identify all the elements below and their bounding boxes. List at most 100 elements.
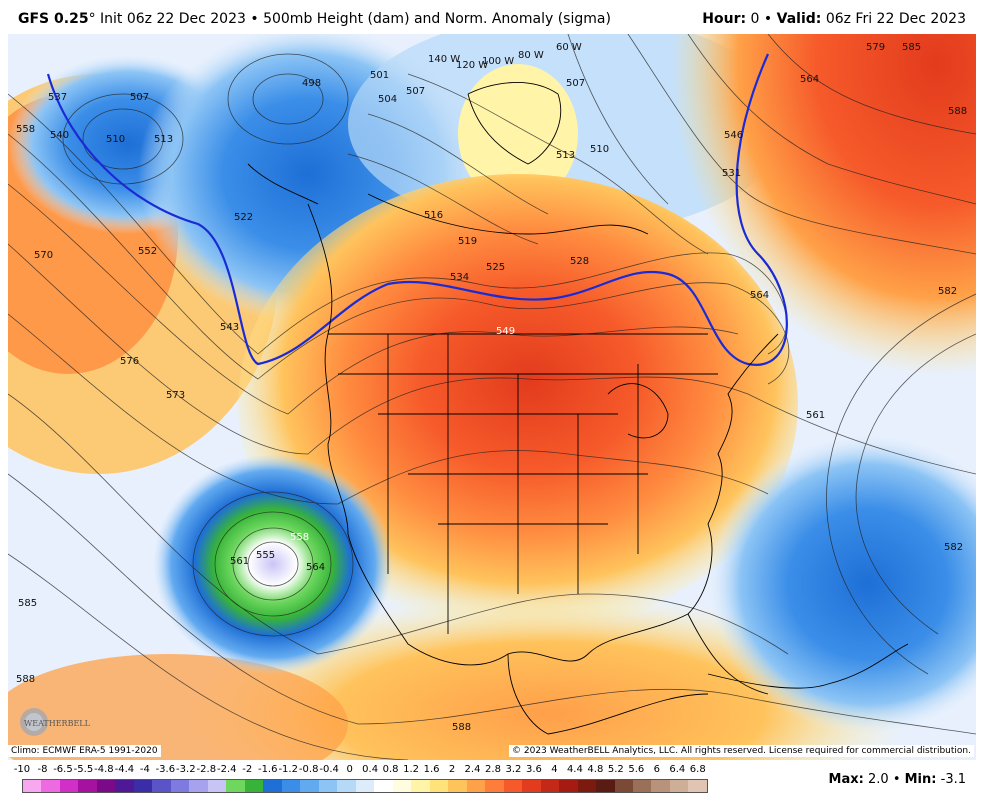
legend-tick-label: 1.6 — [423, 764, 440, 775]
legend-tick-label: 2.4 — [464, 764, 481, 775]
legend-tick-label: -8 — [37, 764, 48, 775]
legend-tick-label: -0.4 — [319, 764, 339, 775]
legend-tick-label: 0.8 — [382, 764, 399, 775]
legend-tick-label: -5.5 — [73, 764, 94, 775]
legend-tick-label: -4 — [139, 764, 150, 775]
climo-note: Climo: ECMWF ERA-5 1991-2020 — [8, 745, 161, 757]
legend-tick-label: 6.4 — [669, 764, 686, 775]
legend-swatch — [207, 780, 227, 792]
legend-bar — [22, 779, 708, 793]
legend-swatch — [300, 780, 319, 792]
map-label: 549 — [496, 326, 515, 337]
legend-swatch — [596, 780, 615, 792]
legend-tick-label: -6.5 — [53, 764, 73, 775]
legend-swatch — [355, 780, 375, 792]
map-label: 585 — [18, 598, 37, 609]
map-label: 582 — [944, 542, 963, 553]
valid-label: Valid: — [776, 11, 822, 27]
map-label: 80 W — [518, 50, 544, 61]
legend-swatch — [170, 780, 190, 792]
bullet-2: • — [763, 11, 773, 27]
map-label: 507 — [130, 92, 149, 103]
legend-swatch — [281, 780, 301, 792]
legend-swatch — [318, 780, 338, 792]
legend-tick-label: 3.2 — [505, 764, 522, 775]
legend-tick-label: 5.6 — [628, 764, 645, 775]
bullet-1: • — [250, 11, 259, 27]
map-label: 555 — [256, 550, 275, 561]
legend-swatch — [189, 780, 208, 792]
legend-tick-label: 1.2 — [403, 764, 420, 775]
legend-tick-label: -3.2 — [176, 764, 196, 775]
legend-tick-label: 4 — [551, 764, 558, 775]
map-label: 564 — [306, 562, 325, 573]
california-cutoff-low — [153, 454, 393, 674]
legend-swatch — [78, 780, 97, 792]
map-label: 588 — [16, 674, 35, 685]
hour-label: Hour: — [702, 11, 747, 27]
map-label: 522 — [234, 212, 253, 223]
map-label: 120 W — [456, 60, 488, 71]
legend-swatch — [152, 780, 171, 792]
map-label: 140 W — [428, 54, 460, 65]
anomaly-line — [46, 53, 788, 366]
map-label: 561 — [806, 410, 825, 421]
legend-swatch — [429, 780, 449, 792]
bullet-3: • — [892, 772, 901, 787]
max-label: Max: — [828, 772, 864, 787]
legend-tick-label: 0.4 — [362, 764, 379, 775]
map-label: 573 — [166, 390, 185, 401]
legend-swatch — [96, 780, 116, 792]
legend-swatch — [577, 780, 597, 792]
degree-symbol: ° — [88, 11, 96, 27]
map-label: 507 — [406, 86, 425, 97]
legend-tick-label: -2 — [242, 764, 253, 775]
legend-tick-label: -2.4 — [217, 764, 237, 775]
map-label: 516 — [424, 210, 443, 221]
legend-swatch — [632, 780, 652, 792]
legend-swatch — [374, 780, 393, 792]
legend-swatch — [133, 780, 153, 792]
min-label: Min: — [904, 772, 937, 787]
legend-swatch — [392, 780, 412, 792]
map-label: 513 — [556, 150, 575, 161]
model-name: GFS 0.25 — [18, 11, 89, 27]
weatherbell-logo: WEATHERBELL — [18, 702, 98, 742]
legend-tick-label: 5.2 — [607, 764, 624, 775]
map-label: 498 — [302, 78, 321, 89]
legend-swatch — [559, 780, 578, 792]
product-text: 500mb Height (dam) and Norm. Anomaly (si… — [263, 11, 611, 27]
max-value: 2.0 — [867, 772, 889, 787]
color-legend: -10 -8 -6.5 -5.5 -4.8 -4.4 -4 -3.6 -3.2 -2.8 -2.4-… — [8, 764, 708, 804]
map-label: 543 — [220, 322, 239, 333]
map-label: 531 — [722, 168, 741, 179]
legend-tick-label: 0 — [346, 764, 353, 775]
legend-swatch — [244, 780, 264, 792]
map-label: 60 W — [556, 42, 582, 53]
legend-tick-label: -10 — [13, 764, 31, 775]
legend-tick-label: 6 — [653, 764, 660, 775]
legend-swatch — [540, 780, 560, 792]
legend-swatch — [651, 780, 670, 792]
map-label: 579 — [866, 42, 885, 53]
legend-swatch — [522, 780, 541, 792]
legend-swatch — [669, 780, 689, 792]
map-label: 501 — [370, 70, 389, 81]
legend-swatch — [263, 780, 282, 792]
legend-tick-label: -2.8 — [196, 764, 217, 775]
map-label: 564 — [800, 74, 819, 85]
sw-pacific-warm — [8, 654, 348, 760]
map-label: 100 W — [482, 56, 514, 67]
legend-swatch — [503, 780, 523, 792]
map-label: 561 — [230, 556, 249, 567]
legend-swatch — [614, 780, 633, 792]
map-label: 588 — [452, 722, 471, 733]
legend-swatch — [448, 780, 467, 792]
map-label: 513 — [154, 134, 173, 145]
map-label: 552 — [138, 246, 157, 257]
hour-value: 0 — [750, 11, 760, 27]
legend-tick-label: -4.8 — [94, 764, 114, 775]
map-label: 546 — [724, 130, 743, 141]
legend-swatch — [485, 780, 504, 792]
legend-swatch — [115, 780, 134, 792]
